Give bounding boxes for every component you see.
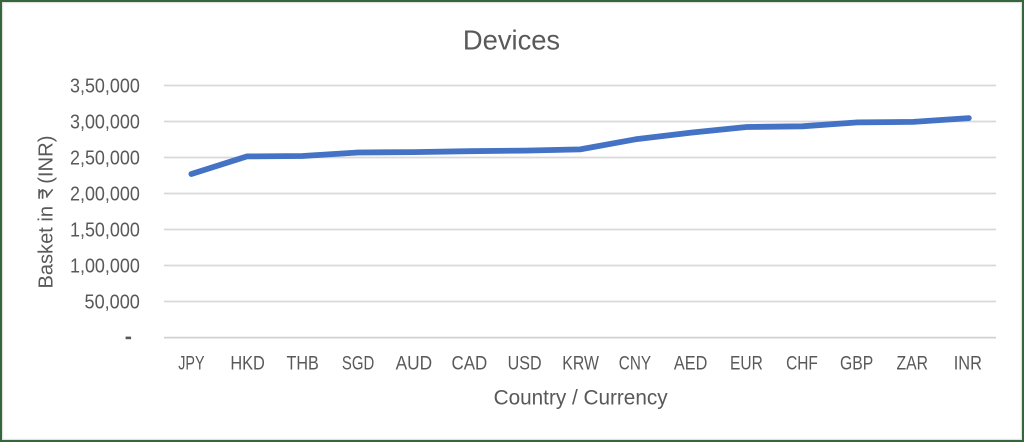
svg-text:CNY: CNY (619, 352, 651, 374)
svg-text:HKD: HKD (230, 352, 265, 374)
svg-text:ZAR: ZAR (896, 352, 927, 374)
svg-text:3,50,000: 3,50,000 (70, 75, 140, 97)
svg-text:Basket in: Basket in (35, 206, 57, 288)
svg-text:2,00,000: 2,00,000 (70, 183, 140, 205)
svg-text:EUR: EUR (730, 352, 763, 374)
svg-text:Country / Currency: Country / Currency (494, 387, 669, 410)
svg-text:KRW: KRW (562, 352, 599, 374)
svg-text:1,00,000: 1,00,000 (70, 255, 140, 277)
svg-text:AUD: AUD (396, 352, 433, 374)
svg-text:50,000: 50,000 (85, 291, 140, 313)
svg-text:JPY: JPY (178, 353, 205, 375)
svg-text:GBP: GBP (840, 352, 873, 374)
svg-text:3,00,000: 3,00,000 (70, 111, 140, 133)
svg-text:CHF: CHF (786, 352, 818, 374)
svg-text:USD: USD (508, 352, 542, 374)
svg-text:Devices: Devices (463, 24, 560, 55)
svg-text:SGD: SGD (342, 352, 374, 374)
svg-text:AED: AED (674, 352, 707, 374)
svg-text:(INR): (INR) (35, 136, 57, 184)
svg-text:INR: INR (954, 352, 982, 374)
svg-text:1,50,000: 1,50,000 (70, 219, 140, 241)
svg-text:THB: THB (286, 352, 318, 374)
svg-text:CAD: CAD (452, 352, 488, 374)
svg-text:2,50,000: 2,50,000 (70, 147, 140, 169)
